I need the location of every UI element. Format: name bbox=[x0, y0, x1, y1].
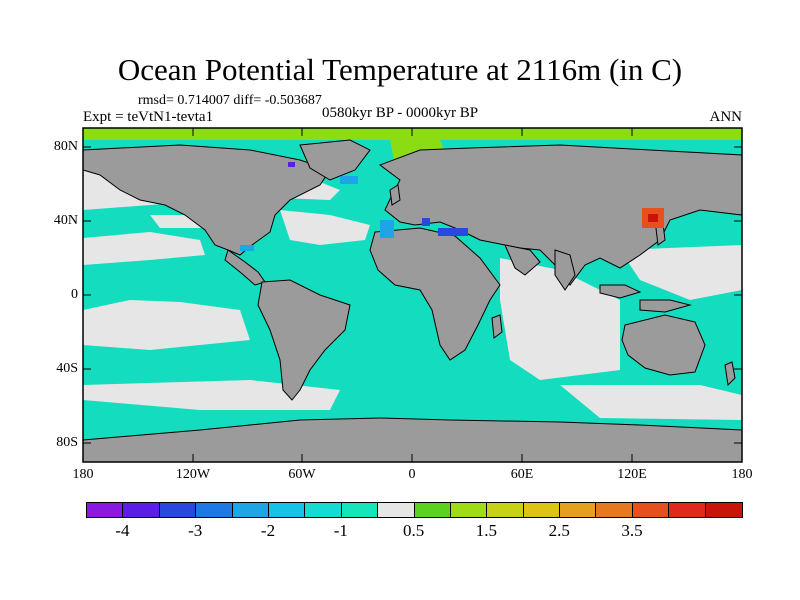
period-label: 0580kyr BP - 0000kyr BP bbox=[322, 105, 479, 121]
lon-label-180e: 180 bbox=[731, 467, 753, 482]
lon-label-120w: 120W bbox=[175, 467, 211, 482]
lon-ticks bbox=[82, 128, 743, 462]
colorbar-label: -3 bbox=[188, 521, 203, 540]
colorbar-swatch bbox=[450, 503, 488, 517]
lat-label-80n: 80N bbox=[53, 139, 78, 154]
map-title: Ocean Potential Temperature at 2116m (in… bbox=[117, 52, 683, 87]
colorbar-label: -4 bbox=[115, 521, 130, 540]
colorbar-swatch bbox=[232, 503, 269, 517]
colorbar-swatch bbox=[305, 503, 342, 517]
lon-label-120e: 120E bbox=[617, 467, 647, 482]
season-label: ANN bbox=[709, 109, 743, 125]
lon-label-60w: 60W bbox=[288, 467, 316, 482]
lat-label-40n: 40N bbox=[53, 213, 78, 228]
colorbar-swatch bbox=[632, 503, 670, 517]
colorbar bbox=[86, 502, 744, 518]
colorbar-swatch bbox=[560, 503, 597, 517]
lat-ticks bbox=[83, 146, 742, 444]
colorbar-swatch bbox=[596, 503, 633, 517]
colorbar-label: -2 bbox=[260, 521, 276, 540]
colorbar-label: 1.5 bbox=[475, 521, 498, 540]
colorbar-swatch bbox=[487, 503, 524, 517]
colorbar-swatch bbox=[705, 503, 743, 517]
land-masses bbox=[82, 139, 743, 463]
colorbar-swatch bbox=[523, 503, 561, 517]
colorbar-swatch bbox=[87, 503, 124, 517]
colorbar-swatch bbox=[414, 503, 451, 517]
colorbar-swatch bbox=[268, 503, 306, 517]
lat-label-0: 0 bbox=[71, 287, 78, 302]
lat-label-40s: 40S bbox=[56, 361, 78, 376]
lon-label-60e: 60E bbox=[510, 467, 534, 482]
cold-anomalies bbox=[240, 162, 468, 251]
colorbar-label: 3.5 bbox=[621, 521, 643, 540]
colorbar-swatch bbox=[123, 503, 160, 517]
colorbar-label: 2.5 bbox=[548, 521, 570, 540]
colorbar-swatch bbox=[669, 503, 706, 517]
colorbar-swatch bbox=[341, 503, 379, 517]
colorbar-swatch bbox=[196, 503, 233, 517]
experiment-label: Expt = teVtN1-tevta1 bbox=[83, 109, 214, 125]
colorbar-label: 0.5 bbox=[402, 521, 425, 540]
lon-label-180w: 180 bbox=[72, 467, 94, 482]
stats-text: rmsd= 0.714007 diff= -0.503687 bbox=[138, 93, 322, 108]
lat-label-80s: 80S bbox=[56, 435, 78, 450]
lon-label-0: 0 bbox=[408, 467, 416, 482]
colorbar-swatch bbox=[378, 503, 415, 517]
colorbar-label: -1 bbox=[333, 521, 348, 540]
warm-anomalies bbox=[642, 208, 664, 228]
colorbar-swatch bbox=[159, 503, 197, 517]
